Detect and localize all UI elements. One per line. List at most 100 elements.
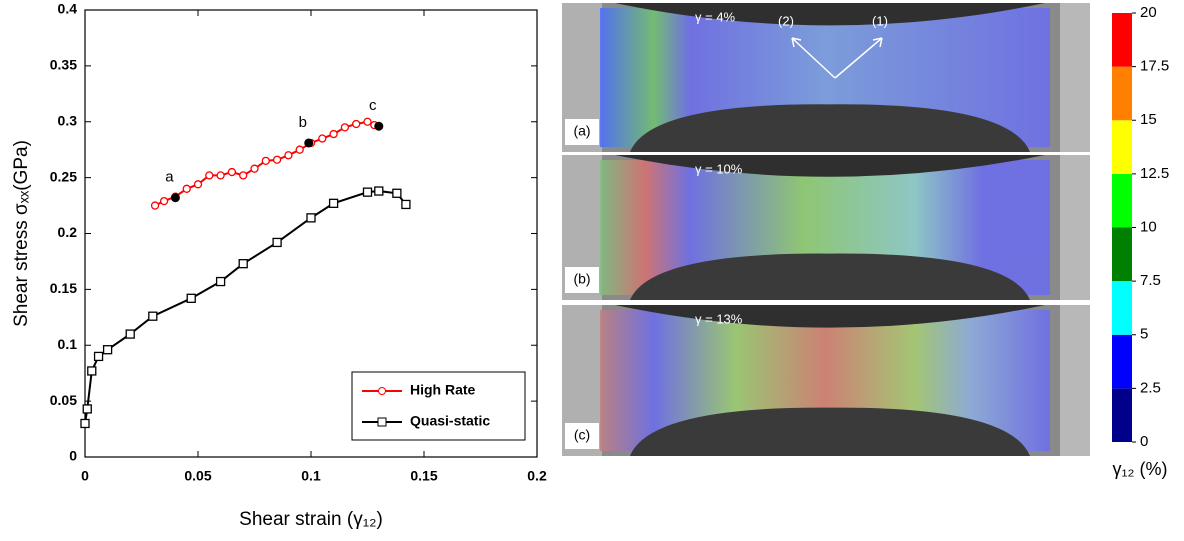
colorbar: 0 2.5 5 7.5 10 12.5 15 17.5 20 γ₁₂ (%) [1112, 4, 1169, 479]
y-tick-label: 0.3 [58, 112, 78, 128]
legend-marker [378, 387, 386, 395]
photo-edge [1060, 155, 1090, 300]
marker [125, 329, 135, 339]
y-tick-label: 0.05 [50, 392, 77, 408]
marker [272, 155, 282, 164]
legend-label: Quasi-static [410, 413, 490, 429]
point-label: c [369, 97, 377, 114]
panel-label-bg [565, 119, 599, 145]
marker [272, 237, 282, 248]
colorbar-tick-label: 15 [1140, 111, 1157, 128]
marker [352, 119, 361, 129]
marker [215, 276, 226, 287]
colorbar-tick-label: 2.5 [1140, 379, 1161, 396]
legend-box [351, 371, 526, 441]
colorbar-tick-label: 17.5 [1140, 58, 1169, 75]
marker [362, 187, 373, 197]
panel-label: (b) [573, 271, 590, 287]
marker [239, 171, 248, 180]
x-axis-label: Shear strain (γ₁₂) [239, 509, 383, 530]
grip-bottom [630, 253, 1030, 300]
colorbar-band [1112, 227, 1132, 282]
colorbar-band [1112, 13, 1132, 67]
y-tick-label: 0 [69, 448, 77, 464]
state-point [304, 138, 314, 148]
marker [401, 199, 411, 210]
grip-top [615, 305, 1045, 328]
strain-maps: γ = 4% (a) γ = 10% (b) γ = 13% (c) (2) (1) [562, 3, 1090, 456]
marker [392, 188, 402, 198]
x-tick-label: 0.1 [301, 468, 321, 484]
y-tick-label: 0.15 [50, 280, 77, 296]
marker [238, 259, 248, 269]
colorbar-tick-label: 5 [1140, 326, 1148, 343]
marker [295, 145, 304, 154]
y-tick-label: 0.35 [50, 57, 77, 73]
direction-arrows [791, 37, 883, 79]
colorbar-tick-label: 10 [1140, 218, 1157, 235]
state-point [374, 121, 384, 131]
legend-label: High Rate [410, 382, 476, 398]
marker [306, 213, 316, 223]
colorbar-band [1112, 388, 1132, 442]
colorbar-band [1112, 281, 1132, 335]
grip-bottom [630, 407, 1030, 456]
plot: 0 0.05 0.1 0.15 0.2 0.25 0.3 0.35 0.4 0 0.05 0.1 0.1… [11, 1, 547, 530]
point-label: a [165, 169, 174, 186]
y-tick-label: 0.2 [58, 224, 78, 240]
marker [148, 311, 158, 321]
direction-label: (2) [778, 13, 794, 28]
marker [150, 201, 160, 210]
marker [318, 134, 327, 143]
point-label: b [299, 114, 307, 131]
y-tick-label: 0.4 [58, 1, 78, 17]
marker [80, 418, 90, 429]
x-tick-label: 0.2 [527, 468, 547, 484]
x-tick-label: 0.15 [410, 468, 437, 484]
colorbar-label: γ₁₂ (%) [1112, 459, 1167, 479]
marker [250, 164, 259, 173]
x-tick-label: 0 [81, 468, 89, 484]
marker [374, 186, 384, 196]
marker [93, 351, 104, 362]
marker [363, 117, 372, 126]
colorbar-band [1112, 66, 1132, 121]
marker [284, 151, 293, 160]
colorbar-tick-label: 7.5 [1140, 272, 1161, 289]
strain-map: γ = 4% (a) [562, 3, 1090, 152]
photo-edge [1060, 305, 1090, 456]
panel-label-bg [565, 423, 599, 449]
marker [186, 293, 196, 303]
grip-top [615, 155, 1045, 177]
marker [82, 404, 92, 414]
marker [340, 123, 350, 132]
marker [182, 184, 191, 193]
marker [193, 180, 203, 189]
strain-annotation: γ = 4% [695, 9, 736, 24]
strain-map: γ = 10% (b) [562, 155, 1090, 300]
y-axis-label: Shear stress σₓₓ(GPa) [11, 140, 32, 327]
colorbar-band [1112, 334, 1132, 389]
panel-label: (c) [574, 427, 590, 443]
photo-edge [1060, 3, 1090, 152]
colorbar-tick-label: 20 [1140, 4, 1157, 21]
y-tick-label: 0.25 [50, 168, 77, 184]
colorbar-band [1112, 173, 1132, 228]
colorbar-tick-label: 0 [1140, 433, 1148, 450]
grip-bottom [630, 104, 1030, 152]
direction-label: (1) [872, 13, 888, 28]
marker [159, 196, 169, 206]
strain-annotation: γ = 10% [695, 161, 743, 176]
marker [227, 167, 237, 177]
strain-annotation: γ = 13% [695, 311, 743, 326]
state-point [170, 193, 180, 203]
marker [216, 171, 225, 180]
marker [87, 366, 97, 376]
colorbar-band [1112, 120, 1132, 174]
grip-top [615, 3, 1045, 26]
marker [328, 198, 339, 208]
marker [261, 156, 270, 166]
marker [102, 345, 113, 355]
x-tick-label: 0.05 [184, 468, 211, 484]
